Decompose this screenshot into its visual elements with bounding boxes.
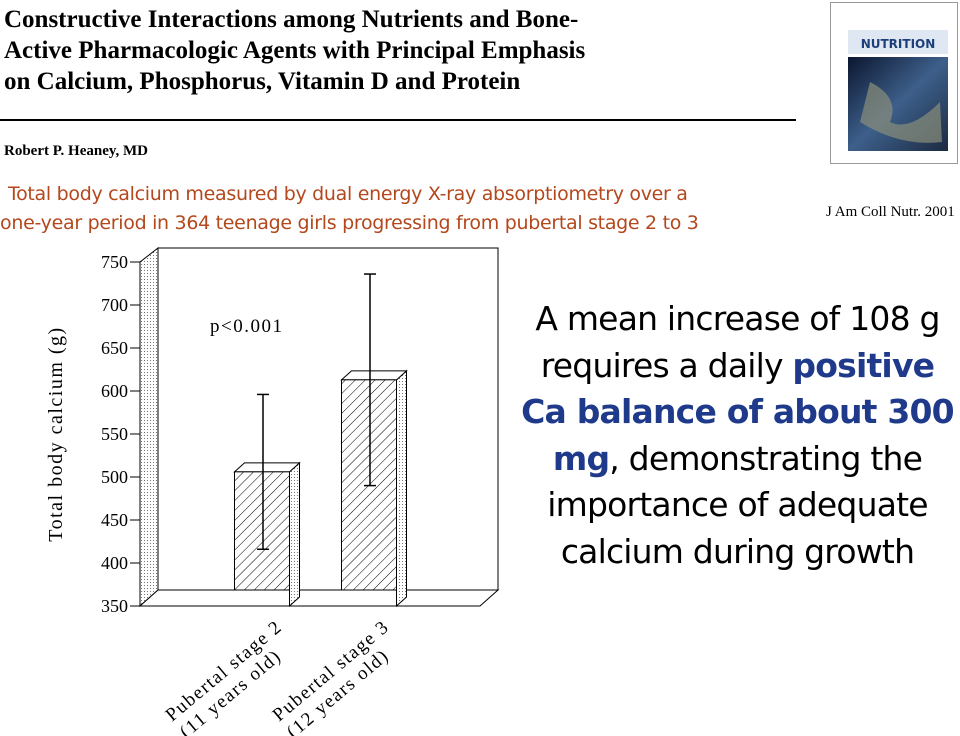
text: importance of adequate (547, 485, 928, 524)
bar (234, 471, 290, 591)
bar-top (340, 370, 408, 381)
y-tick-label: 550 (101, 424, 128, 444)
highlight: Ca balance of about 300 (521, 392, 955, 431)
chart: 350 400 450 500 550 600 650 700 750 Total body ca… (45, 246, 500, 736)
citation: J Am Coll Nutr. 2001 (826, 204, 955, 220)
y-tick-label: 500 (101, 467, 128, 487)
text: requires a daily (540, 345, 793, 385)
message-line: A mean increase of 108 g (520, 296, 955, 343)
bar-side (396, 369, 407, 608)
subtitle-line: one-year period in 364 teenage girls pro… (0, 212, 699, 234)
message-line: mg, demonstrating the (520, 436, 955, 483)
title-line: Constructive Interactions among Nutrient… (4, 6, 579, 33)
x-tick-label: Pubertal stage 3(12 years old) (269, 616, 394, 736)
y-tick-label: 350 (101, 596, 128, 616)
y-tick-label: 450 (101, 510, 128, 530)
highlight: mg (552, 438, 610, 478)
back-wall (157, 247, 499, 591)
text: , demonstrating the (609, 438, 923, 478)
y-tick-label: 700 (101, 295, 128, 315)
subtitle: Total body calcium measured by dual ener… (0, 180, 699, 238)
y-axis-label: Total body calcium (g) (45, 326, 67, 541)
bar (341, 379, 397, 591)
bar-top (233, 462, 301, 473)
title-line: on Calcium, Phosphorus, Vitamin D and Pr… (4, 68, 521, 95)
title-rule (0, 119, 796, 121)
subtitle-line: Total body calcium measured by dual ener… (8, 183, 688, 205)
text: A mean increase of 108 g (535, 299, 940, 338)
cover-banner (848, 30, 948, 54)
message-line: Ca balance of about 300 (520, 389, 955, 436)
message-line: requires a daily positive (520, 343, 955, 390)
annotation: p<0.001 (210, 316, 283, 337)
cover-title: NUTRITION (861, 37, 936, 51)
message-line: calcium during growth (520, 529, 955, 576)
message-line: importance of adequate (520, 482, 955, 529)
cover-land (860, 82, 942, 143)
y-tick-label: 650 (101, 338, 128, 358)
y-tick-label: 400 (101, 553, 128, 573)
slide-title: Constructive Interactions among Nutrient… (4, 4, 585, 97)
highlight: positive (792, 345, 935, 385)
floor (138, 589, 500, 607)
y-tick-label: 750 (101, 252, 128, 272)
title-line: Active Pharmacologic Agents with Princip… (4, 37, 586, 64)
author: Robert P. Heaney, MD (4, 143, 149, 159)
bar-side (289, 461, 300, 608)
y-tick-label: 600 (101, 381, 128, 401)
journal-cover: NUTRITION (830, 2, 958, 164)
left-wall (139, 246, 159, 608)
message: A mean increase of 108 g requires a daily… (520, 296, 955, 575)
text: calcium during growth (560, 531, 915, 571)
